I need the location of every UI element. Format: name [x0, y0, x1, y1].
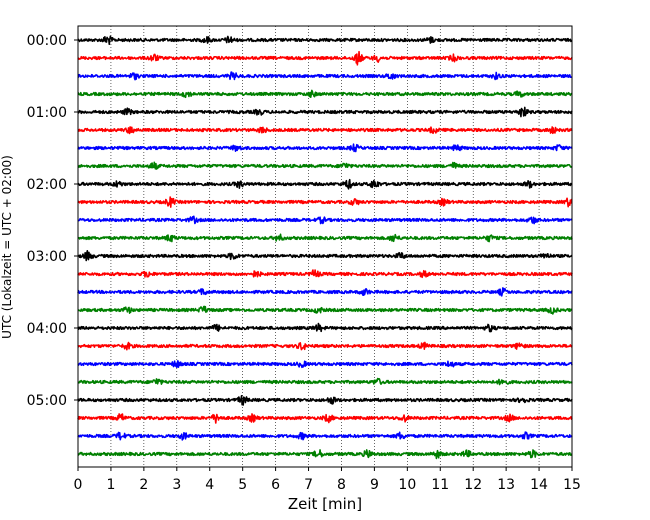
- x-tick-label: 10: [398, 477, 416, 493]
- x-tick-label: 13: [497, 477, 515, 493]
- trace-0415: [77, 341, 573, 351]
- x-tick-label: 6: [271, 477, 280, 493]
- trace-0045: [77, 89, 573, 99]
- y-axis-ticks: 00:00 01:00 02:00 03:00 04:00 05:00: [27, 33, 78, 409]
- trace-0345: [77, 305, 573, 315]
- x-tick-label: 5: [238, 477, 247, 493]
- trace-0100: [77, 106, 573, 118]
- x-tick-label: 14: [530, 477, 548, 493]
- trace-0530: [77, 431, 573, 441]
- x-tick-label: 7: [304, 477, 313, 493]
- trace-0145: [77, 161, 573, 170]
- x-tick-label: 11: [431, 477, 449, 493]
- x-tick-label: 1: [106, 477, 115, 493]
- trace-0245: [77, 233, 573, 243]
- x-tick-label: 12: [464, 477, 482, 493]
- trace-0330: [77, 287, 573, 297]
- x-tick-label: 9: [370, 477, 379, 493]
- trace-0000: [77, 35, 573, 46]
- trace-0500: [77, 394, 573, 406]
- trace-0115: [77, 126, 573, 135]
- trace-0515: [77, 413, 573, 424]
- x-tick-label: 4: [205, 477, 214, 493]
- trace-0545: [77, 449, 573, 460]
- plot-frame: [77, 25, 573, 468]
- x-tick-label: 15: [563, 477, 581, 493]
- traces-group: [77, 35, 573, 460]
- y-tick-label: 02:00: [27, 177, 67, 193]
- y-tick-label: 04:00: [27, 321, 67, 337]
- y-tick-label: 00:00: [27, 33, 67, 49]
- y-tick-label: 03:00: [27, 249, 67, 265]
- x-tick-label: 8: [337, 477, 346, 493]
- trace-0200: [77, 178, 573, 190]
- trace-0015: [77, 50, 573, 66]
- x-axis-label: Zeit [min]: [288, 495, 362, 513]
- y-tick-label: 05:00: [27, 393, 67, 409]
- x-tick-label: 0: [74, 477, 83, 493]
- x-axis-ticks: 0 1 2 3 4 5 6 7 8 9 10 11 12 13 14 15: [74, 467, 581, 493]
- trace-0300: [77, 249, 573, 262]
- trace-0030: [77, 71, 573, 81]
- y-tick-label: 01:00: [27, 105, 67, 121]
- trace-0315: [77, 269, 573, 279]
- trace-0430: [77, 360, 573, 369]
- trace-0230: [77, 215, 573, 225]
- trace-0445: [77, 377, 573, 386]
- trace-0130: [77, 143, 573, 153]
- x-tick-label: 3: [172, 477, 181, 493]
- trace-0400: [77, 322, 573, 333]
- y-axis-label: UTC (Lokalzeit = UTC + 02:00): [0, 155, 14, 339]
- trace-0215: [77, 196, 573, 208]
- x-tick-label: 2: [139, 477, 148, 493]
